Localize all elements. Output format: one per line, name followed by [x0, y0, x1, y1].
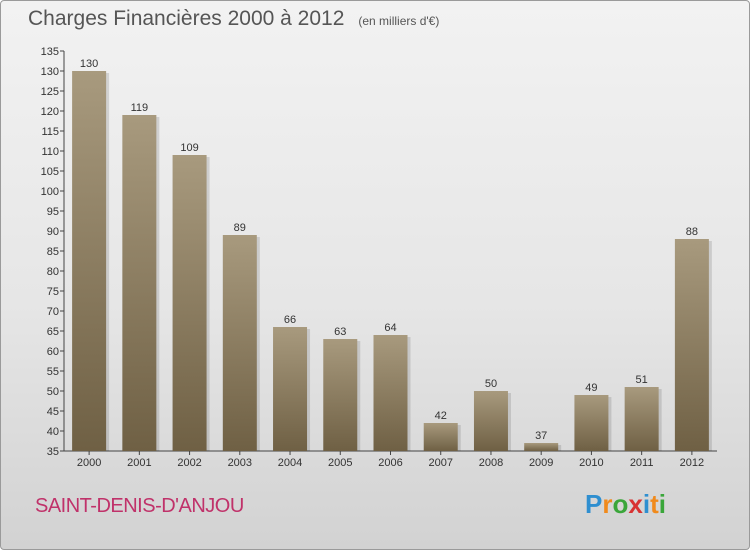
- y-tick-label: 85: [47, 246, 59, 258]
- x-tick-label: 2002: [177, 457, 201, 469]
- y-tick-label: 35: [47, 446, 59, 458]
- x-tick-label: 2003: [228, 457, 252, 469]
- logo-letter: o: [612, 489, 629, 519]
- x-tick-label: 2007: [428, 457, 452, 469]
- y-tick-label: 70: [47, 306, 59, 318]
- bars: 130 119 109 89 66 63 64 42 50 37 49 51 88: [72, 58, 712, 451]
- y-tick-label: 115: [41, 126, 59, 138]
- data-label: 109: [180, 142, 198, 154]
- data-label: 88: [686, 226, 698, 238]
- logo-letter: i: [642, 489, 651, 519]
- y-tick-label: 125: [41, 86, 59, 98]
- bar: [473, 391, 508, 451]
- data-label: 63: [334, 326, 346, 338]
- bar: [674, 239, 709, 451]
- data-label: 42: [435, 410, 447, 422]
- y-tick-label: 45: [47, 406, 59, 418]
- data-label: 89: [234, 222, 246, 234]
- data-label: 37: [535, 430, 547, 442]
- unit-note: (en milliers d'€): [358, 14, 440, 28]
- y-tick-label: 75: [47, 286, 59, 298]
- proxiti-logo[interactable]: Proxiti: [585, 489, 666, 520]
- bar: [273, 327, 308, 451]
- y-tick-label: 135: [41, 46, 59, 58]
- x-tick-label: 2004: [278, 457, 302, 469]
- data-label: 119: [131, 102, 149, 114]
- x-tick-label: 2001: [127, 457, 151, 469]
- bar: [172, 155, 207, 451]
- bar: [323, 339, 358, 451]
- x-tick-label: 2012: [680, 457, 704, 469]
- y-tick-label: 55: [47, 366, 59, 378]
- bar: [122, 115, 157, 451]
- logo-letter: x: [628, 489, 643, 519]
- x-tick-label: 2011: [630, 457, 654, 469]
- bar: [574, 395, 609, 451]
- logo-letter: i: [658, 489, 666, 519]
- y-tick-label: 105: [41, 166, 59, 178]
- logo-letter: r: [602, 489, 613, 519]
- y-tick-label: 50: [47, 386, 59, 398]
- y-tick-label: 120: [41, 106, 59, 118]
- y-tick-label: 100: [41, 186, 59, 198]
- y-tick-label: 130: [41, 66, 59, 78]
- y-tick-label: 90: [47, 226, 59, 238]
- y-tick-label: 60: [47, 346, 59, 358]
- data-label: 130: [80, 58, 98, 70]
- data-label: 51: [636, 374, 648, 386]
- x-tick-label: 2005: [328, 457, 352, 469]
- x-tick-label: 2008: [479, 457, 503, 469]
- data-label: 64: [384, 322, 396, 334]
- logo-letter: P: [585, 489, 603, 519]
- place-name: SAINT-DENIS-D'ANJOU: [35, 495, 244, 517]
- chart-title-text: Charges Financières 2000 à 2012: [28, 7, 345, 30]
- x-tick-label: 2009: [529, 457, 553, 469]
- x-tick-label: 2000: [77, 457, 101, 469]
- bar: [222, 235, 257, 451]
- logo-letter: t: [650, 489, 659, 519]
- y-tick-label: 65: [47, 326, 59, 338]
- bar: [524, 443, 559, 451]
- data-label: 49: [585, 382, 597, 394]
- y-tick-label: 80: [47, 266, 59, 278]
- bar: [423, 423, 458, 451]
- data-label: 50: [485, 378, 497, 390]
- bar: [624, 387, 659, 451]
- bar: [72, 71, 107, 451]
- data-label: 66: [284, 314, 296, 326]
- x-tick-label: 2010: [579, 457, 603, 469]
- x-tick-label: 2006: [378, 457, 402, 469]
- y-tick-label: 95: [47, 206, 59, 218]
- bar: [373, 335, 408, 451]
- y-tick-label: 40: [47, 426, 59, 438]
- chart-title: Charges Financières 2000 à 2012 (en milli…: [28, 7, 439, 31]
- y-tick-label: 110: [41, 146, 59, 158]
